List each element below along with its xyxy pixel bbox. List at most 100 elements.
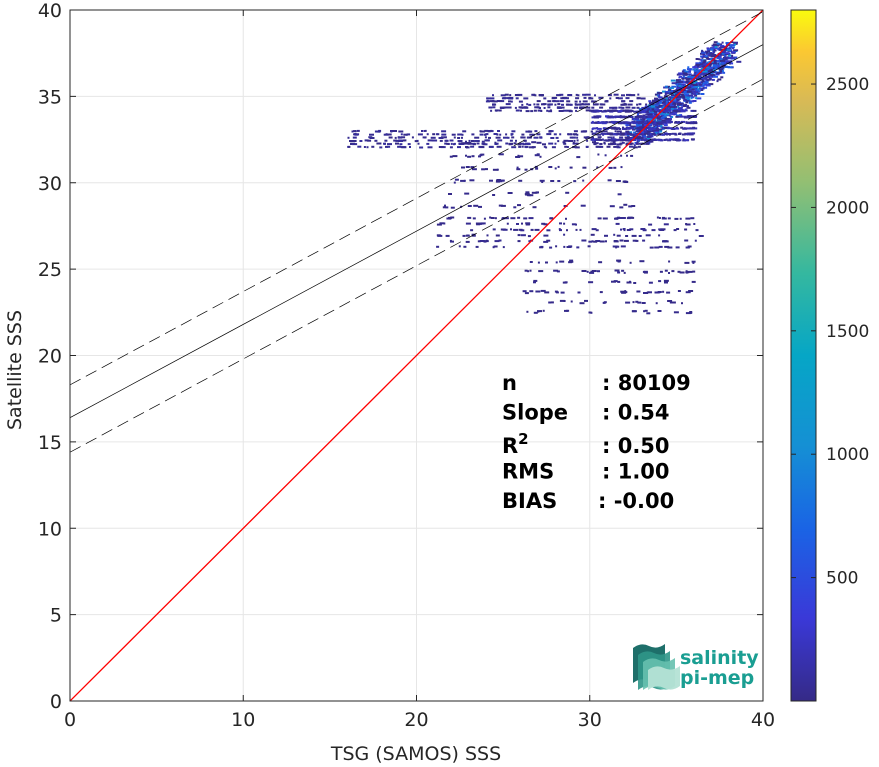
density-cell: [523, 139, 527, 142]
density-cell: [710, 57, 716, 60]
density-cell: [643, 310, 646, 313]
density-cell: [518, 106, 523, 109]
density-cell: [600, 132, 606, 135]
density-cell: [403, 139, 407, 142]
density-cell: [359, 140, 363, 142]
density-cell: [720, 76, 724, 79]
density-cell: [728, 54, 732, 57]
density-cell: [615, 217, 619, 220]
density-cell: [607, 94, 612, 97]
density-cell: [351, 130, 354, 133]
density-cell: [732, 47, 734, 50]
density-cell: [716, 44, 720, 47]
density-cell: [489, 216, 492, 219]
density-cell: [621, 141, 625, 144]
density-cell: [683, 139, 689, 142]
density-cell: [642, 118, 646, 121]
density-cell: [626, 217, 631, 220]
density-cell: [688, 100, 694, 103]
density-cell: [448, 193, 452, 195]
density-cell: [717, 78, 722, 81]
density-cell: [707, 50, 711, 53]
density-cell: [430, 136, 436, 139]
density-cell: [465, 146, 468, 148]
density-cell: [498, 204, 503, 207]
density-cell: [509, 94, 512, 97]
density-cell: [630, 115, 633, 118]
density-cell: [603, 301, 607, 304]
density-cell: [585, 93, 591, 96]
density-cell: [426, 133, 429, 136]
density-cell: [685, 78, 690, 81]
density-cell: [666, 133, 668, 136]
density-cell: [659, 130, 663, 133]
density-cell: [555, 291, 559, 294]
density-cell: [591, 133, 594, 136]
density-cell: [579, 106, 584, 109]
density-cell: [634, 133, 640, 136]
density-cell: [682, 127, 688, 130]
density-cell: [731, 55, 734, 58]
density-cell: [635, 127, 640, 130]
density-cell: [625, 143, 628, 146]
density-cell: [716, 42, 720, 45]
density-cell: [733, 41, 738, 44]
density-cell: [671, 85, 677, 88]
density-cell: [538, 270, 544, 273]
density-cell: [658, 132, 661, 135]
density-cell: [674, 127, 680, 130]
density-cell: [462, 234, 466, 237]
density-cell: [644, 309, 648, 312]
density-cell: [492, 106, 496, 109]
density-cell: [596, 115, 601, 118]
density-cell: [520, 234, 526, 237]
density-cell: [602, 130, 608, 133]
density-cell: [555, 245, 558, 248]
density-cell: [685, 101, 689, 104]
density-cell: [675, 101, 681, 104]
density-cell: [623, 203, 628, 206]
density-cell: [662, 102, 666, 105]
density-cell: [697, 69, 702, 72]
density-cell: [465, 154, 467, 157]
density-cell: [701, 81, 703, 84]
density-cell: [450, 216, 455, 219]
density-cell: [422, 136, 427, 139]
density-cell: [525, 146, 528, 149]
density-cell: [734, 43, 736, 46]
colorbar: 500 1000 1500 2000 2500: [790, 9, 869, 702]
density-cell: [710, 58, 713, 60]
density-cell: [683, 98, 689, 101]
density-cell: [545, 261, 548, 264]
density-cell: [729, 62, 732, 65]
density-cell: [693, 80, 698, 83]
density-cell: [713, 59, 717, 62]
density-cell: [621, 269, 625, 272]
identity-line: [70, 10, 763, 701]
density-cell: [352, 136, 357, 139]
density-cell: [529, 290, 534, 293]
density-cell: [427, 146, 433, 149]
density-cell: [423, 130, 426, 132]
density-cell: [553, 269, 559, 272]
stat-value: : 0.50: [602, 434, 670, 458]
density-cell: [650, 130, 655, 133]
density-cell: [703, 51, 707, 54]
density-cell: [385, 145, 388, 148]
density-cell: [663, 95, 668, 98]
density-cell: [654, 97, 658, 100]
density-cell: [715, 60, 720, 63]
density-cell: [701, 56, 704, 59]
density-cell: [453, 136, 456, 139]
density-cell: [705, 84, 711, 87]
density-cell: [648, 281, 653, 284]
density-cell: [639, 131, 645, 134]
density-cell: [627, 122, 632, 125]
density-cell: [620, 166, 623, 169]
density-cell: [694, 94, 698, 97]
density-cell: [604, 132, 609, 135]
density-cell: [675, 81, 680, 84]
density-cell: [688, 116, 693, 119]
density-cell: [350, 143, 352, 145]
